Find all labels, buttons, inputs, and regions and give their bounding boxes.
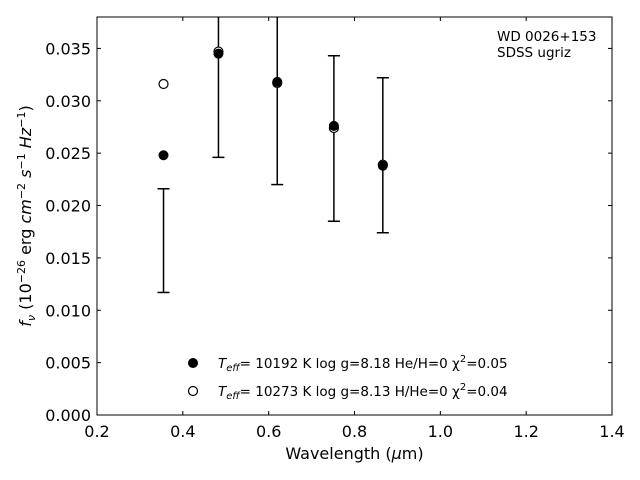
y-tick-label: 0.020: [45, 197, 91, 216]
model-points: [158, 46, 388, 171]
y-axis-label: fν (10−26 erg cm−2 s−1 Hz−1): [15, 105, 38, 326]
x-tick-label: 0.8: [342, 422, 367, 441]
x-axis-ticks: 0.2 0.4 0.6 0.8 1.0 1.2 1.4: [84, 17, 625, 441]
y-tick-label: 0.010: [45, 301, 91, 320]
y-tick-label: 0.035: [45, 39, 91, 58]
y-axis-ticks: 0.000 0.005 0.010 0.015 0.020 0.025 0.030 0.035: [45, 39, 612, 425]
x-axis-label: Wavelength (μm): [285, 444, 423, 463]
legend-entry-1: Teff= 10192 K log g=8.18 He/H=0 χ2=0.05: [218, 354, 508, 374]
x-tick-label: 1.0: [428, 422, 453, 441]
point-filled: [158, 150, 169, 161]
legend-marker-open: [187, 385, 199, 397]
observed-error-bars: [157, 17, 389, 294]
error-bar: [157, 188, 170, 294]
legend: Teff= 10192 K log g=8.18 He/H=0 χ2=0.05 …: [187, 354, 508, 402]
legend-entry-2: Teff= 10273 K log g=8.13 H/He=0 χ2=0.04: [218, 382, 508, 402]
y-tick-label: 0.025: [45, 144, 91, 163]
annotation-line-1: WD 0026+153: [497, 29, 596, 45]
error-bar: [212, 17, 225, 159]
x-tick-label: 1.2: [513, 422, 538, 441]
point-filled: [272, 76, 283, 87]
x-tick-label: 1.4: [599, 422, 624, 441]
point-filled: [328, 120, 339, 131]
x-tick-label: 0.2: [84, 422, 109, 441]
error-bar: [271, 17, 284, 186]
point-filled: [377, 160, 388, 171]
x-tick-label: 0.6: [256, 422, 281, 441]
y-tick-label: 0.005: [45, 354, 91, 373]
x-tick-label: 0.4: [170, 422, 195, 441]
plot-area: [96, 16, 613, 416]
legend-marker-filled: [188, 358, 198, 368]
error-bar: [376, 76, 389, 234]
annotation-line-2: SDSS ugriz: [497, 45, 571, 61]
y-tick-label: 0.015: [45, 249, 91, 268]
y-tick-label: 0.000: [45, 406, 91, 425]
y-tick-label: 0.030: [45, 92, 91, 111]
point-open: [158, 78, 169, 90]
point-filled: [213, 48, 224, 59]
error-bar: [327, 55, 340, 222]
